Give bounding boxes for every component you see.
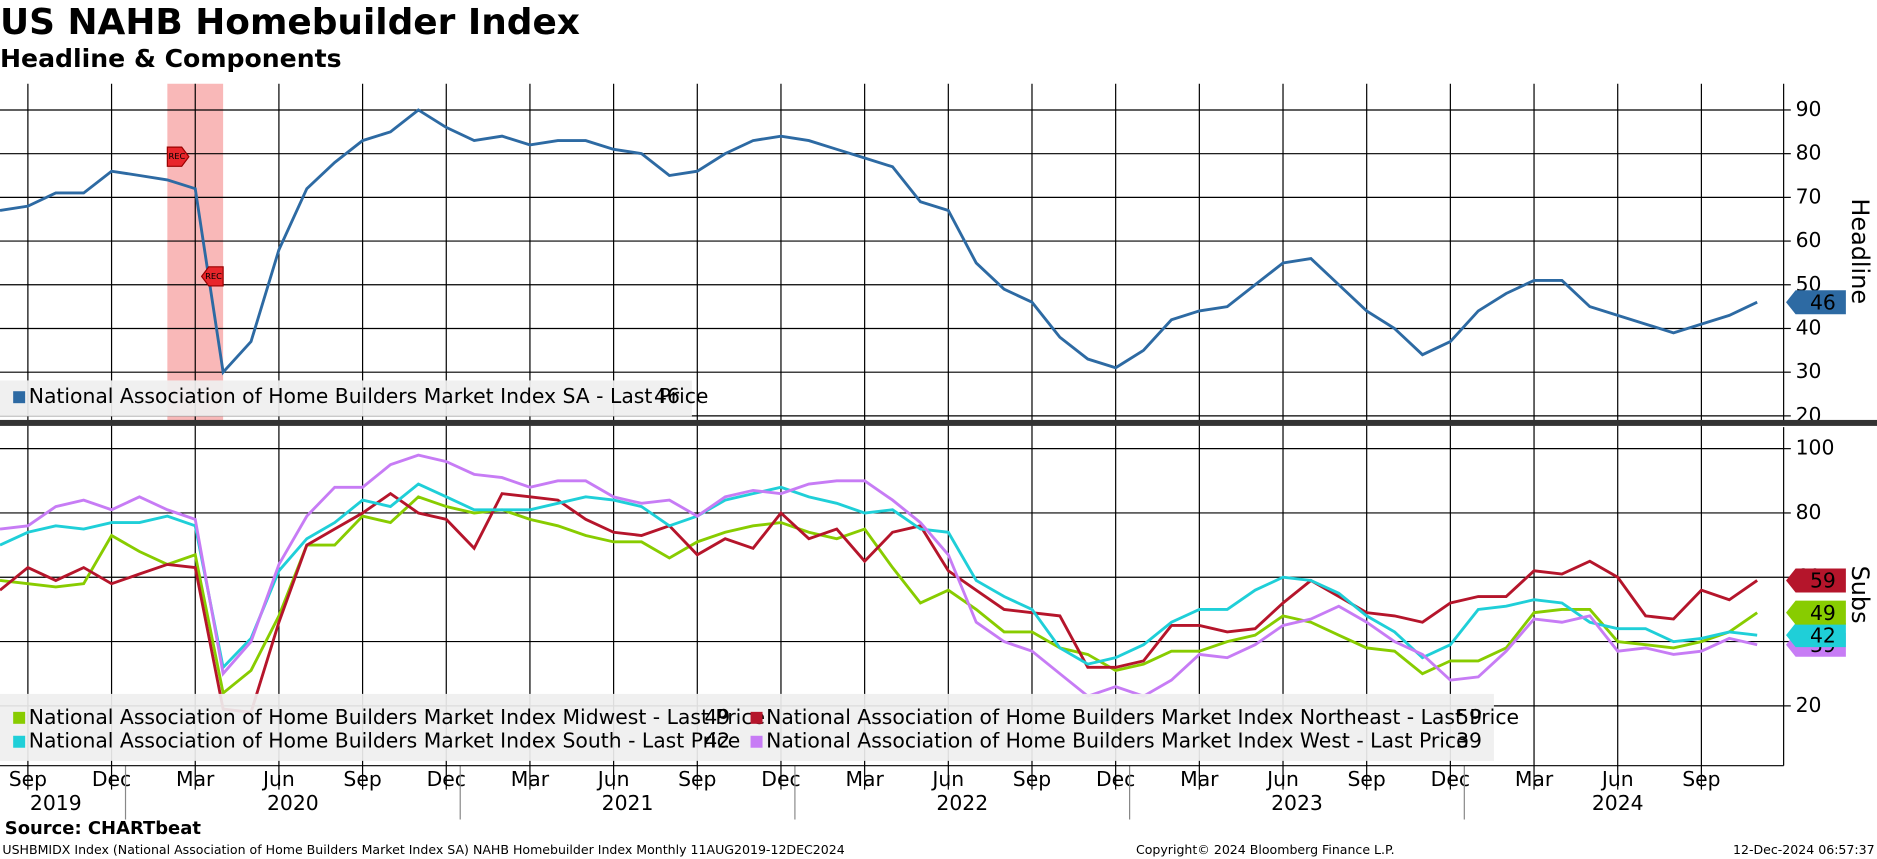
x-tick-label: Sep — [678, 767, 716, 791]
legend-last-value: 42 — [704, 729, 730, 753]
legend-box — [0, 380, 692, 417]
year-label: 2019 — [30, 791, 82, 815]
legend-box — [0, 693, 1494, 761]
legend-last-label: Last Price — [667, 705, 765, 729]
value-tag — [1786, 290, 1846, 315]
value-tag-label: 49 — [1810, 601, 1836, 625]
x-tick-label: Mar — [1515, 767, 1554, 791]
recession-label: REC — [168, 151, 185, 161]
legend-name: National Association of Home Builders Ma… — [766, 705, 1400, 729]
legend-swatch — [13, 711, 26, 724]
legend-sep: - — [1350, 729, 1370, 753]
footer-center: Copyright© 2024 Bloomberg Finance L.P. — [1136, 842, 1395, 857]
chart-subtitle: Headline & Components — [0, 44, 342, 73]
legend-sep: - — [590, 384, 610, 408]
x-tick-label: Sep — [9, 767, 47, 791]
series-line — [0, 108, 1758, 376]
axis-label: Subs — [1846, 566, 1874, 624]
panel-separator — [0, 419, 1877, 426]
y-tick-label: 80 — [1796, 500, 1822, 524]
x-tick-label: Mar — [176, 767, 215, 791]
legend-sep: - — [646, 705, 666, 729]
value-tag-label: 59 — [1810, 569, 1836, 593]
legend-label: National Association of Home Builders Ma… — [766, 705, 1519, 729]
year-label: 2020 — [267, 791, 319, 815]
series-line — [0, 453, 1758, 698]
legend-swatch — [750, 711, 763, 724]
series-line — [0, 491, 1758, 714]
y-tick-label: 80 — [1796, 141, 1822, 165]
legend-swatch — [750, 735, 763, 748]
x-tick-label: Dec — [1096, 767, 1135, 791]
y-tick-label: 20 — [1796, 693, 1822, 717]
x-tick-label: Mar — [511, 767, 550, 791]
legend-last-label: Last Price — [610, 384, 708, 408]
x-tick-label: Dec — [761, 767, 800, 791]
legend-name: National Association of Home Builders Ma… — [29, 705, 647, 729]
footer-right: 12-Dec-2024 06:57:37 — [1733, 842, 1875, 857]
legend-last-value: 39 — [1456, 729, 1482, 753]
legend-last-value: 59 — [1456, 705, 1482, 729]
legend-last-value: 46 — [654, 384, 680, 408]
year-label: 2021 — [602, 791, 654, 815]
legend-last-label: Last Price — [642, 729, 740, 753]
x-tick-label: Jun — [596, 767, 630, 791]
x-tick-label: Dec — [427, 767, 466, 791]
legend-last-value: 49 — [704, 705, 730, 729]
x-tick-label: Jun — [1600, 767, 1634, 791]
y-tick-label: 40 — [1796, 315, 1822, 339]
legend-sep: - — [622, 729, 642, 753]
x-tick-label: Dec — [92, 767, 131, 791]
legend-last-label: Last Price — [1421, 705, 1519, 729]
axis-label: Headline — [1846, 198, 1874, 304]
series-line — [0, 482, 1758, 671]
y-tick-label: 100 — [1796, 436, 1835, 460]
legend-name: National Association of Home Builders Ma… — [29, 384, 590, 408]
year-label: 2024 — [1592, 791, 1644, 815]
x-tick-label: Jun — [1265, 767, 1299, 791]
y-tick-label: 90 — [1796, 97, 1822, 121]
legend-name: National Association of Home Builders Ma… — [766, 729, 1350, 753]
recession-marker — [166, 146, 190, 167]
value-tag-label: 46 — [1810, 290, 1836, 314]
x-tick-label: Jun — [261, 767, 295, 791]
legend-last-label: Last Price — [1370, 729, 1468, 753]
y-tick-label: 50 — [1796, 272, 1822, 296]
chart-title: US NAHB Homebuilder Index — [0, 2, 580, 43]
legend-label: National Association of Home Builders Ma… — [766, 729, 1468, 753]
x-tick-label: Dec — [1431, 767, 1470, 791]
x-tick-label: Sep — [1348, 767, 1386, 791]
recession-marker — [200, 266, 224, 287]
legend-swatch — [13, 391, 26, 404]
x-tick-label: Jun — [930, 767, 964, 791]
value-tag — [1786, 623, 1846, 648]
recession-label: REC — [205, 271, 222, 281]
x-tick-label: Sep — [1013, 767, 1051, 791]
value-tag — [1786, 600, 1846, 625]
value-tag-label: 42 — [1810, 623, 1836, 647]
value-tag — [1786, 568, 1846, 593]
footer-left: USHBMIDX Index (National Association of … — [2, 842, 844, 857]
legend-name: National Association of Home Builders Ma… — [29, 729, 622, 753]
x-tick-label: Sep — [1682, 767, 1720, 791]
x-tick-label: Mar — [1180, 767, 1219, 791]
source: Source: CHARTbeat — [5, 818, 202, 839]
legend-sep: - — [1400, 705, 1420, 729]
year-label: 2022 — [936, 791, 988, 815]
y-tick-label: 60 — [1796, 228, 1822, 252]
x-tick-label: Sep — [343, 767, 381, 791]
legend-label: National Association of Home Builders Ma… — [29, 729, 741, 753]
x-tick-label: Mar — [845, 767, 884, 791]
legend-label: National Association of Home Builders Ma… — [29, 705, 765, 729]
legend-label: National Association of Home Builders Ma… — [29, 384, 709, 408]
y-tick-label: 70 — [1796, 184, 1822, 208]
y-tick-label: 30 — [1796, 359, 1822, 383]
year-label: 2023 — [1271, 791, 1323, 815]
legend-swatch — [13, 735, 26, 748]
